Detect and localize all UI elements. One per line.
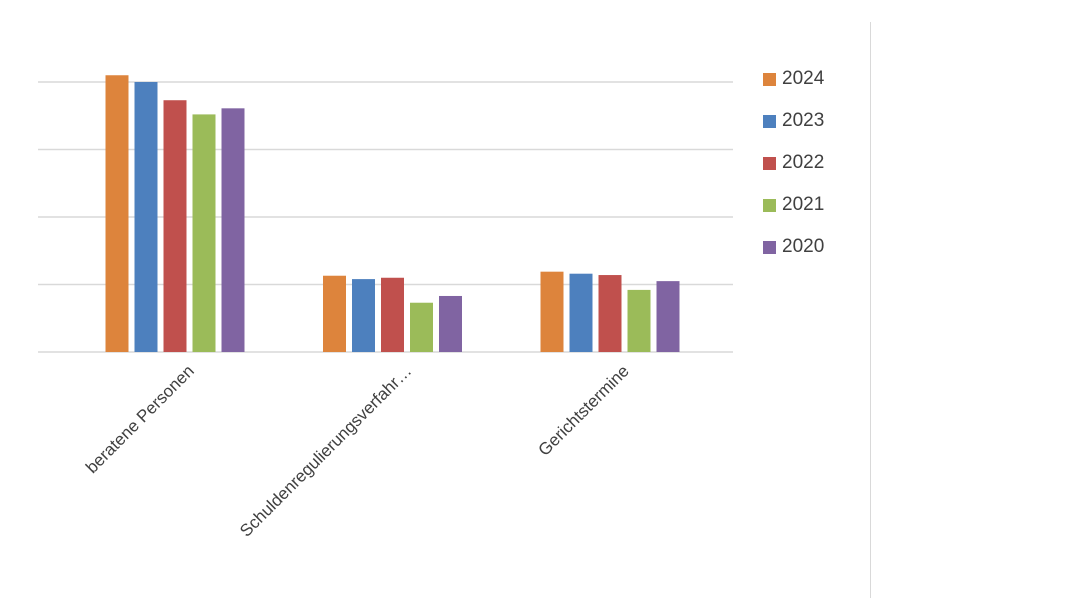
legend-swatch — [763, 72, 776, 86]
category-label: beratene Personen — [82, 361, 198, 477]
bar-2024 — [323, 275, 346, 352]
legend-swatch — [763, 198, 776, 212]
divider — [870, 22, 871, 598]
legend-item: 2022 — [763, 142, 824, 184]
bar-2023 — [569, 273, 593, 352]
legend-swatch — [763, 114, 776, 128]
bar-2024 — [105, 75, 129, 352]
legend: 2024 2023 2022 2021 2020 — [763, 58, 824, 268]
bar-2022 — [163, 100, 187, 352]
legend-swatch — [763, 156, 776, 170]
bar-2021 — [192, 114, 216, 353]
bar-2021 — [627, 289, 651, 352]
category-label: Gerichtstermine — [535, 361, 633, 459]
bar-2023 — [134, 82, 158, 352]
legend-label: 2023 — [782, 110, 825, 131]
bar-2022 — [598, 275, 622, 352]
legend-label: 2024 — [782, 68, 825, 89]
legend-item: 2020 — [763, 226, 824, 268]
bar-2024 — [540, 271, 564, 352]
bar-2020 — [656, 281, 680, 352]
bar-2021 — [410, 302, 433, 352]
bar-2022 — [381, 277, 404, 352]
legend-item: 2021 — [763, 184, 824, 226]
legend-label: 2022 — [782, 152, 825, 173]
legend-label: 2020 — [782, 236, 825, 257]
bar-2020 — [221, 108, 245, 352]
legend-swatch — [763, 240, 776, 254]
bar-2023 — [352, 279, 375, 352]
category-label: Schuldenregulierungsverfahr… — [236, 361, 415, 540]
legend-item: 2023 — [763, 100, 824, 142]
legend-label: 2021 — [782, 194, 825, 215]
bar-2020 — [439, 295, 462, 352]
legend-item: 2024 — [763, 58, 824, 100]
